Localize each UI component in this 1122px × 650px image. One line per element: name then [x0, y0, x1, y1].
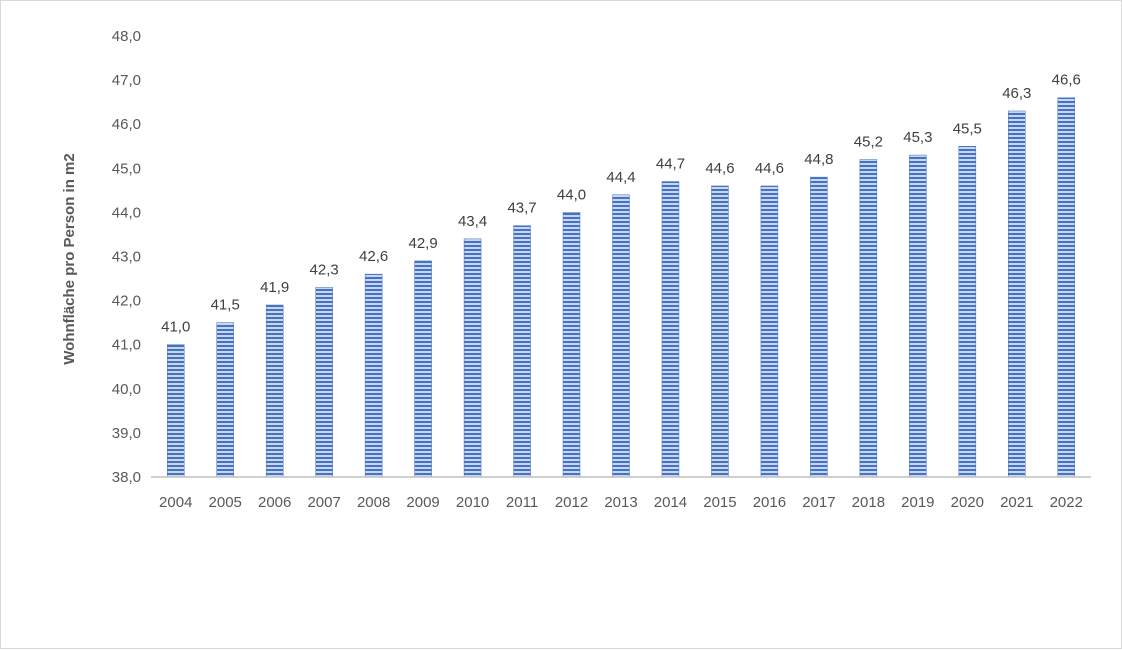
data-label-2010: 43,4 [458, 213, 487, 230]
data-label-2021: 46,3 [1002, 85, 1031, 102]
x-tick-label-2021: 2021 [1000, 494, 1033, 511]
bar-2018 [859, 159, 878, 478]
bars [166, 97, 1076, 478]
bar-2006 [265, 304, 284, 478]
data-label-2008: 42,6 [359, 248, 388, 265]
data-label-2017: 44,8 [804, 151, 833, 168]
data-label-2004: 41,0 [161, 319, 190, 336]
data-label-2018: 45,2 [854, 133, 883, 150]
data-label-2007: 42,3 [310, 261, 339, 278]
y-tick-label: 40,0 [112, 381, 141, 398]
bar-2010 [463, 238, 482, 478]
y-tick-label: 41,0 [112, 337, 141, 354]
y-tick-label: 48,0 [112, 28, 141, 45]
data-label-2016: 44,6 [755, 160, 784, 177]
bar-2005 [216, 322, 234, 478]
y-axis-ticks: 38,0 39,0 40,0 41,0 42,0 43,0 44,0 45,0 46,0 47,0… [112, 28, 141, 486]
data-label-2006: 41,9 [260, 279, 289, 296]
data-label-2012: 44,0 [557, 186, 586, 203]
bar-2011 [513, 225, 531, 478]
y-tick-label: 46,0 [112, 116, 141, 133]
data-label-2019: 45,3 [903, 129, 932, 146]
data-label-2022: 46,6 [1052, 72, 1081, 89]
bar-2008 [364, 273, 383, 478]
x-tick-label-2010: 2010 [456, 494, 489, 511]
data-label-2011: 43,7 [507, 200, 536, 217]
bar-2007 [315, 287, 333, 478]
data-label-2020: 45,5 [953, 120, 982, 137]
y-axis-label: Wohnfläche pro Person in m2 [61, 153, 78, 364]
y-tick-label: 43,0 [112, 249, 141, 266]
x-tick-label-2012: 2012 [555, 494, 588, 511]
bar-2021 [1008, 110, 1026, 478]
y-tick-label: 44,0 [112, 204, 141, 221]
data-label-2009: 42,9 [409, 235, 438, 252]
x-tick-label-2016: 2016 [753, 494, 786, 511]
bar-2019 [909, 154, 927, 478]
x-tick-label-2015: 2015 [703, 494, 736, 511]
data-label-2013: 44,4 [606, 169, 635, 186]
bar-2016 [760, 185, 779, 478]
x-tick-label-2018: 2018 [852, 494, 885, 511]
data-labels: 41,0 41,5 41,9 42,3 42,6 42,9 43,4 43,7 44,0 44,4… [161, 72, 1081, 336]
x-tick-label-2019: 2019 [901, 494, 934, 511]
data-label-2005: 41,5 [211, 297, 240, 314]
bar-2012 [562, 212, 581, 478]
bar-2017 [810, 176, 828, 478]
data-label-2015: 44,6 [705, 160, 734, 177]
x-tick-label-2022: 2022 [1050, 494, 1083, 511]
y-tick-label: 45,0 [112, 160, 141, 177]
bar-2022 [1057, 97, 1076, 478]
y-tick-label: 42,0 [112, 293, 141, 310]
x-tick-label-2008: 2008 [357, 494, 390, 511]
y-tick-label: 47,0 [112, 72, 141, 89]
x-tick-label-2020: 2020 [951, 494, 984, 511]
x-tick-label-2013: 2013 [604, 494, 637, 511]
x-tick-label-2014: 2014 [654, 494, 687, 511]
bar-2015 [711, 185, 729, 478]
y-tick-label: 39,0 [112, 425, 141, 442]
x-tick-label-2005: 2005 [209, 494, 242, 511]
bar-2014 [661, 181, 680, 478]
x-axis-ticks: 2004 2005 2006 2007 2008 2009 2010 2011 2012 2013… [159, 494, 1083, 511]
x-tick-label-2006: 2006 [258, 494, 291, 511]
bar-2013 [612, 194, 630, 478]
x-tick-label-2009: 2009 [406, 494, 439, 511]
x-tick-label-2007: 2007 [307, 494, 340, 511]
bar-2004 [166, 344, 185, 478]
bar-2020 [958, 146, 977, 478]
data-label-2014: 44,7 [656, 156, 685, 173]
x-tick-label-2004: 2004 [159, 494, 192, 511]
x-tick-label-2011: 2011 [506, 494, 538, 511]
x-tick-label-2017: 2017 [802, 494, 835, 511]
y-tick-label: 38,0 [112, 469, 141, 486]
bar-2009 [414, 260, 432, 478]
